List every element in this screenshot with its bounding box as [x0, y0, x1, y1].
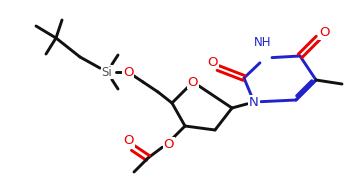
Text: O: O	[208, 56, 218, 68]
Text: NH: NH	[254, 35, 272, 49]
Text: Si: Si	[102, 66, 113, 79]
Text: O: O	[188, 75, 198, 89]
Text: N: N	[249, 96, 259, 108]
Text: O: O	[124, 135, 134, 147]
Text: O: O	[123, 66, 133, 79]
Text: O: O	[164, 137, 174, 151]
Text: O: O	[319, 27, 329, 40]
